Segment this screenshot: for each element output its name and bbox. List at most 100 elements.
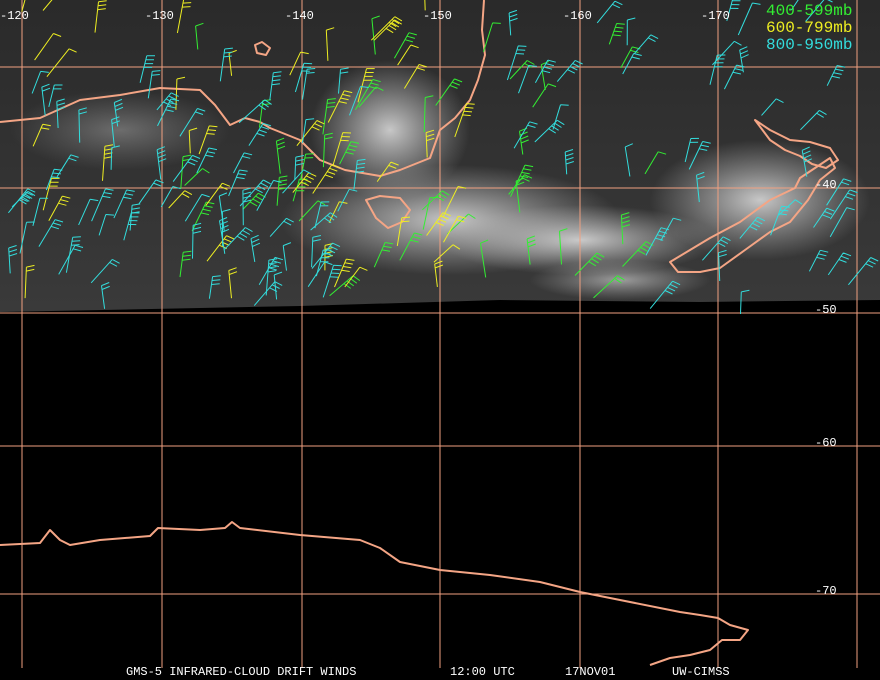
wind-barb (111, 116, 120, 147)
wind-barb (770, 205, 790, 236)
wind-barb (48, 195, 71, 221)
wind-barb (329, 275, 361, 297)
wind-barb (269, 71, 282, 101)
wind-barb (139, 55, 155, 83)
wind-barb (205, 182, 231, 206)
wind-barb (622, 53, 642, 75)
wind-barb (129, 203, 141, 231)
wind-barb (19, 221, 35, 254)
wind-barb (454, 103, 475, 138)
wind-barb (292, 172, 317, 193)
wind-barb (184, 168, 210, 186)
wind-barb (483, 22, 501, 52)
wind-barb (620, 212, 631, 245)
wind-barb (322, 98, 336, 135)
wind-barb (403, 64, 428, 89)
cloud-bands (10, 60, 870, 300)
wind-barb (645, 227, 670, 256)
footer-title: GMS-5 INFRARED-CLOUD DRIFT WINDS (126, 665, 356, 679)
wind-barb (508, 9, 518, 36)
wind-barb (238, 99, 272, 124)
wind-barb (179, 108, 206, 137)
wind-barb (509, 60, 535, 80)
wind-barb (250, 234, 261, 262)
wind-barb (540, 60, 549, 90)
wind-barb (302, 68, 316, 100)
wind-barb (78, 107, 88, 143)
wind-barb (175, 76, 186, 110)
wind-barb (808, 249, 829, 272)
wind-barb (24, 264, 35, 299)
wind-barb (801, 146, 813, 177)
wind-barb (800, 109, 827, 131)
wind-barb (242, 192, 266, 210)
wind-barb (634, 34, 659, 54)
latitude-label: -40 (815, 178, 837, 192)
wind-barb (696, 171, 705, 203)
wind-barb (256, 179, 282, 211)
wind-barb (113, 189, 135, 219)
new-zealand-south (669, 157, 836, 273)
wind-barb (289, 51, 309, 76)
wind-barb (42, 177, 60, 211)
wind-barb (258, 256, 284, 285)
wind-barb (78, 198, 99, 226)
wind-barb (564, 149, 574, 175)
wind-barb (626, 17, 636, 46)
wind-barb (65, 236, 81, 273)
wind-barb (424, 0, 426, 11)
tasmania (365, 195, 411, 229)
wind-barb (110, 145, 120, 170)
wind-barb (442, 186, 467, 217)
wind-barb (480, 239, 489, 278)
wind-barb (224, 227, 253, 250)
wind-barb (425, 129, 435, 158)
wind-barb (157, 98, 180, 127)
wind-barb (826, 65, 846, 86)
wind-barb (328, 201, 348, 224)
wind-barb (294, 62, 313, 93)
wind-barb (311, 235, 322, 268)
wind-barb (848, 257, 879, 286)
wind-barb (344, 266, 368, 288)
wind-barb (195, 22, 204, 50)
wind-barb (526, 235, 536, 265)
wind-barb (156, 92, 179, 111)
wind-barb (688, 141, 711, 170)
wind-barb (314, 201, 330, 229)
wind-barb (32, 123, 51, 147)
wind-barb (737, 2, 761, 36)
wind-barb (761, 98, 784, 116)
wind-barb (397, 44, 419, 66)
wind-barb (21, 0, 26, 12)
legend-entry: 600-799mb (766, 19, 852, 37)
wind-barb (332, 132, 352, 166)
wind-barb (740, 289, 750, 315)
wind-barb (42, 0, 53, 11)
wind-barb (191, 201, 215, 232)
wind-barb (233, 152, 253, 174)
wind-barb (253, 281, 283, 306)
australia-coast (0, 0, 486, 177)
wind-barb (38, 219, 64, 247)
wind-barb (188, 127, 198, 154)
wind-barb (358, 86, 384, 108)
legend-entry: 800-950mb (766, 36, 852, 54)
wind-barb (829, 189, 858, 220)
longitude-label: -140 (285, 9, 314, 23)
wind-barb (219, 47, 233, 82)
wind-barb (206, 235, 235, 262)
wind-barb (56, 154, 79, 178)
wind-barb (739, 216, 766, 239)
wind-barb (559, 228, 568, 265)
wind-barb (228, 267, 238, 299)
wind-barb (805, 0, 833, 22)
wind-barb (357, 68, 375, 103)
wind-barb (519, 127, 529, 155)
wind-barb (94, 0, 107, 33)
wind-barb (434, 260, 444, 287)
wind-barb (310, 212, 338, 231)
longitude-label: -130 (145, 9, 174, 23)
wind-barb (534, 59, 556, 84)
wind-barb (58, 244, 84, 275)
